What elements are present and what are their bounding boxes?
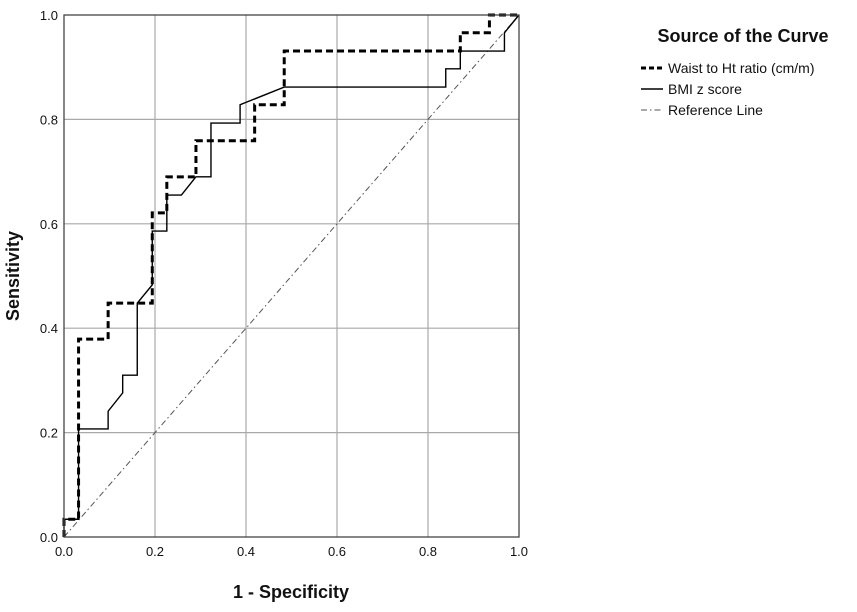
y-tick-label: 1.0 — [40, 8, 58, 23]
legend-title: Source of the Curve — [657, 26, 828, 46]
legend-label-1: BMI z score — [668, 81, 742, 97]
x-tick-label: 0.4 — [237, 544, 255, 559]
plot-frame — [63, 14, 520, 538]
legend-entries: Waist to Ht ratio (cm/m) BMI z score Refer… — [641, 60, 815, 118]
y-tick-label: 0.8 — [40, 112, 58, 127]
y-tick-label: 0.2 — [40, 426, 58, 441]
y-tick-label: 0.4 — [40, 321, 58, 336]
series-group — [62, 13, 520, 538]
series-line-0 — [62, 13, 519, 537]
legend: Source of the Curve Waist to Ht ratio (c… — [641, 26, 829, 118]
x-tick-label: 0.6 — [328, 544, 346, 559]
legend-label-0: Waist to Ht ratio (cm/m) — [668, 60, 815, 76]
x-tick-label: 0.8 — [419, 544, 437, 559]
x-tick-label: 0.2 — [146, 544, 164, 559]
x-tick-labels: 0.0 0.2 0.4 0.6 0.8 1.0 — [55, 544, 528, 559]
legend-label-2: Reference Line — [668, 102, 763, 118]
series-line-2 — [63, 14, 520, 538]
x-tick-label: 1.0 — [510, 544, 528, 559]
series-line-1 — [63, 14, 520, 537]
x-tick-label: 0.0 — [55, 544, 73, 559]
y-tick-label: 0.0 — [40, 530, 58, 545]
y-tick-labels: 0.0 0.2 0.4 0.6 0.8 1.0 — [40, 8, 58, 545]
y-tick-label: 0.6 — [40, 217, 58, 232]
y-axis-title: Sensitivity — [3, 231, 23, 321]
x-axis-title: 1 - Specificity — [233, 582, 349, 602]
